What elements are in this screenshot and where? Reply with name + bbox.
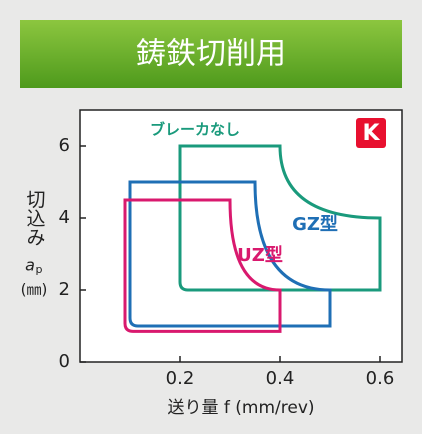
x-tick-label: 0.2 [166, 368, 195, 389]
x-tick-label: 0.6 [366, 368, 395, 389]
y-label: 切込み [24, 190, 46, 247]
y-tick-label: 0 [59, 351, 70, 372]
y-tick-label: 4 [59, 207, 70, 228]
region-label: GZ型 [292, 213, 338, 235]
x-label: 送り量 f (mm/rev) [167, 398, 314, 418]
y-label-symbol: a [25, 256, 35, 275]
x-tick-label: 0.4 [266, 368, 295, 389]
region [178, 144, 382, 292]
y-label-subscript: p [36, 263, 43, 276]
region [128, 180, 332, 328]
header-banner [20, 20, 402, 88]
region-label: ブレーカなし [150, 120, 240, 138]
y-label-unit: (㎜) [21, 281, 48, 299]
badge-box [356, 118, 386, 148]
y-tick-label: 6 [59, 135, 70, 156]
badge: K [362, 121, 380, 146]
y-tick-label: 2 [59, 279, 70, 300]
header-title: 鋳鉄切削用 [136, 37, 286, 72]
region [123, 198, 282, 333]
plot-area [79, 109, 403, 363]
region-label: UZ型 [237, 244, 283, 266]
